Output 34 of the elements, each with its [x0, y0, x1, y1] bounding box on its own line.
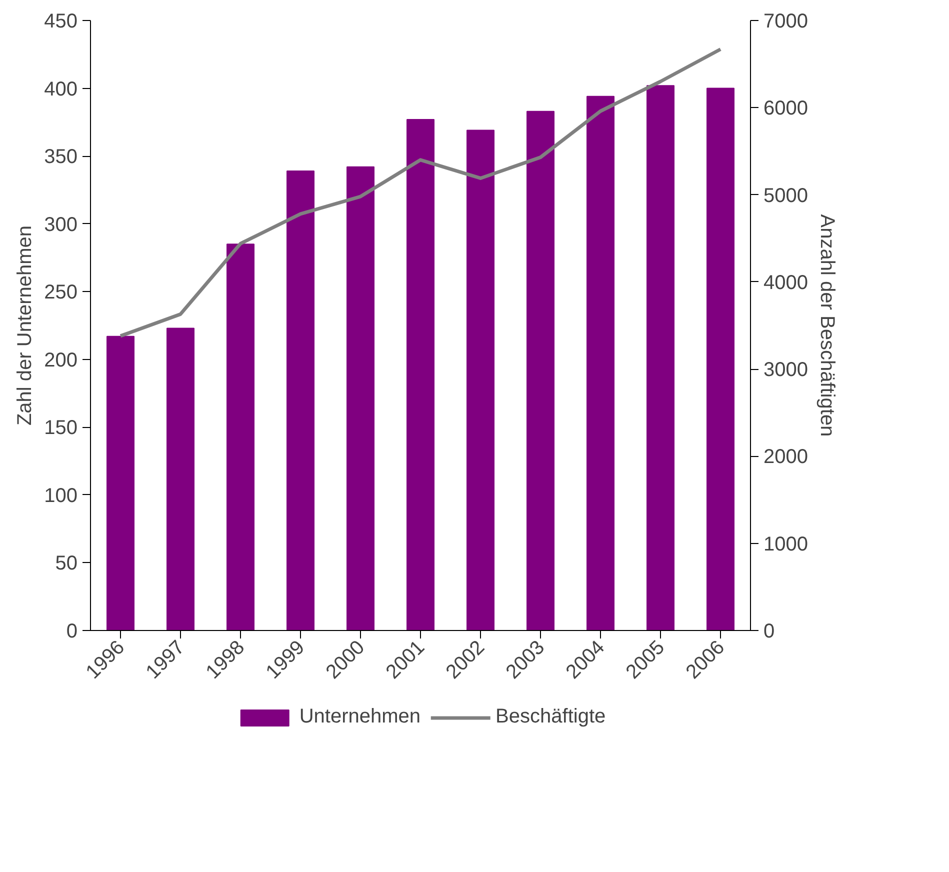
- y-tick-label: 100: [44, 484, 78, 507]
- y2-tick-label: 1000: [764, 533, 808, 556]
- y-tick-label: 200: [44, 349, 78, 372]
- y2-tick-label: 3000: [764, 359, 808, 382]
- bar: [346, 166, 374, 630]
- y-tick-label: 150: [44, 417, 78, 440]
- y-tick-label: 450: [44, 10, 78, 32]
- bar: [466, 130, 494, 630]
- y-tick-label: 0: [66, 620, 78, 642]
- y2-tick-label: 2000: [764, 446, 808, 468]
- y-tick-label: 300: [44, 214, 78, 236]
- line-series: [118, 48, 722, 338]
- y-tick-label: 400: [44, 78, 78, 100]
- legend-label: Beschäftigte: [496, 706, 606, 728]
- y-axis-title: Zahl der Unternehmen: [14, 225, 36, 426]
- legend-label: Unternehmen: [299, 706, 421, 728]
- y2-tick-label: 5000: [764, 184, 808, 207]
- y2-tick-label: 6000: [764, 98, 808, 120]
- bar: [106, 336, 134, 630]
- y-tick-label: 50: [55, 552, 78, 575]
- y2-tick-label: 7000: [764, 10, 808, 32]
- bar: [226, 244, 254, 630]
- y-tick-label: 250: [44, 282, 78, 304]
- y2-tick-label: 0: [764, 620, 775, 642]
- y-tick-label: 350: [44, 146, 78, 168]
- y2-axis-title: Anzahl der Beschäftigten: [816, 214, 838, 437]
- bar: [406, 118, 434, 630]
- y2-tick-label: 4000: [764, 272, 808, 294]
- bar: [706, 88, 734, 630]
- bar: [526, 110, 554, 630]
- bar: [586, 96, 614, 630]
- bar: [286, 170, 314, 630]
- bar: [646, 85, 674, 630]
- bar: [166, 328, 194, 630]
